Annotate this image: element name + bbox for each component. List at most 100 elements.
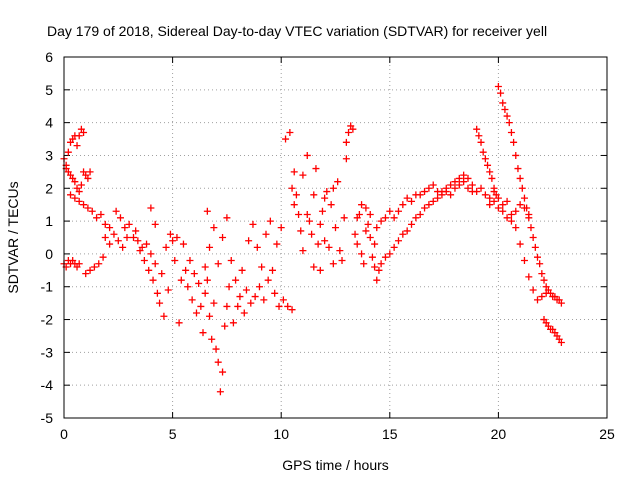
data-point xyxy=(199,329,207,337)
data-point xyxy=(520,194,528,202)
data-point xyxy=(64,148,72,156)
data-point xyxy=(247,299,255,307)
data-point xyxy=(175,319,183,327)
data-point xyxy=(377,217,385,225)
data-point xyxy=(490,184,498,192)
data-point xyxy=(494,83,502,91)
data-point xyxy=(255,283,263,291)
data-point xyxy=(338,256,346,264)
data-point xyxy=(484,161,492,169)
data-point xyxy=(434,194,442,202)
data-point xyxy=(481,191,489,199)
data-point xyxy=(486,194,494,202)
data-point xyxy=(260,296,268,304)
data-point xyxy=(497,89,505,97)
data-point xyxy=(223,302,231,310)
data-point xyxy=(110,230,118,238)
data-point xyxy=(153,289,161,297)
data-point xyxy=(206,312,214,320)
data-point xyxy=(351,230,359,238)
data-point xyxy=(123,234,131,241)
data-point xyxy=(390,243,398,251)
data-point xyxy=(416,191,424,199)
data-point xyxy=(303,151,311,159)
data-point xyxy=(186,256,194,264)
data-point xyxy=(93,214,101,222)
data-point xyxy=(299,171,307,179)
data-point xyxy=(234,302,242,310)
data-point xyxy=(451,178,459,186)
data-point xyxy=(210,299,218,307)
data-point xyxy=(310,191,318,199)
data-point xyxy=(221,322,229,330)
grid-lines xyxy=(64,57,607,418)
data-point xyxy=(164,286,172,294)
data-point xyxy=(71,178,79,186)
data-point xyxy=(99,253,107,261)
data-point xyxy=(275,302,283,310)
data-point xyxy=(266,217,274,225)
data-point xyxy=(329,260,337,268)
data-point xyxy=(90,263,98,271)
data-point xyxy=(288,184,296,192)
data-point xyxy=(373,276,381,284)
data-point xyxy=(399,201,407,209)
data-point xyxy=(321,194,329,202)
data-point xyxy=(262,230,270,238)
data-point xyxy=(371,240,379,248)
data-point xyxy=(371,263,379,271)
data-point xyxy=(512,207,520,215)
data-point xyxy=(533,296,541,304)
data-point xyxy=(362,227,370,235)
data-point xyxy=(84,174,92,182)
data-point xyxy=(295,211,303,219)
data-point xyxy=(531,243,539,251)
data-point xyxy=(507,217,515,225)
data-point xyxy=(329,184,337,192)
data-point xyxy=(473,188,481,196)
data-point xyxy=(316,220,324,228)
data-points xyxy=(60,83,565,396)
data-point xyxy=(512,224,520,232)
data-point xyxy=(429,181,437,189)
data-point xyxy=(533,253,541,261)
data-point xyxy=(286,128,294,136)
y-tick-label: 6 xyxy=(45,49,53,65)
data-point xyxy=(503,197,511,205)
y-axis-ticks: -5 -4 -3 -2 -1 0 1 2 3 4 5 6 xyxy=(41,49,607,426)
data-point xyxy=(179,240,187,248)
data-point xyxy=(525,273,533,281)
data-point xyxy=(114,237,122,245)
data-point xyxy=(403,194,411,202)
data-point xyxy=(314,240,322,248)
data-point xyxy=(219,234,227,241)
data-point xyxy=(505,119,513,127)
data-point xyxy=(507,211,515,219)
data-point xyxy=(501,106,509,114)
data-point xyxy=(97,211,105,219)
data-point xyxy=(507,128,515,136)
data-point xyxy=(345,128,353,136)
data-point xyxy=(516,201,524,209)
y-tick-label: 0 xyxy=(45,246,53,262)
data-point xyxy=(503,214,511,222)
y-tick-label: -2 xyxy=(41,312,54,328)
data-point xyxy=(305,217,313,225)
data-point xyxy=(310,263,318,271)
data-point xyxy=(88,207,96,215)
y-axis-label: SDTVAR / TECUs xyxy=(5,181,21,293)
data-point xyxy=(520,204,528,212)
data-point xyxy=(190,270,198,278)
data-point xyxy=(143,240,151,248)
data-point xyxy=(455,174,463,182)
data-point xyxy=(464,174,472,182)
data-point xyxy=(394,237,402,245)
data-point xyxy=(316,266,324,274)
data-point xyxy=(477,184,485,192)
data-point xyxy=(158,270,166,278)
data-point xyxy=(177,276,185,284)
data-point xyxy=(529,234,537,241)
data-point xyxy=(334,178,342,186)
data-point xyxy=(242,286,250,294)
data-point xyxy=(214,358,222,366)
